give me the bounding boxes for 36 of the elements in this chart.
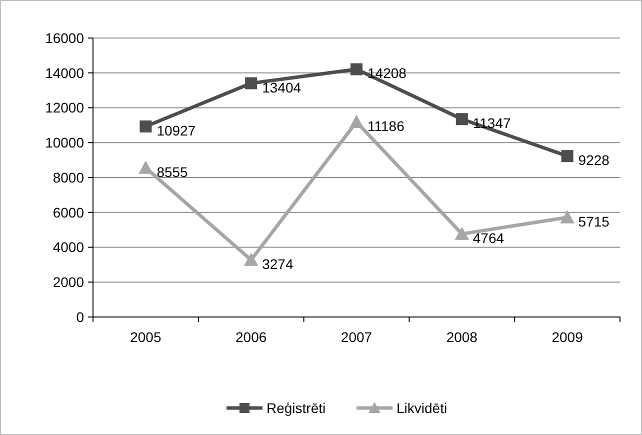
point bbox=[561, 150, 574, 162]
y-tick-label: 16000 bbox=[45, 30, 84, 46]
y-tick-label: 8000 bbox=[52, 169, 84, 186]
data-label: 9228 bbox=[578, 152, 610, 168]
data-label: 3274 bbox=[262, 256, 294, 272]
y-tick-label: 6000 bbox=[52, 204, 84, 220]
y-tick-label: 0 bbox=[76, 308, 84, 325]
point bbox=[350, 63, 362, 76]
y-tick-label: 2000 bbox=[52, 274, 84, 290]
point bbox=[456, 113, 468, 126]
x-tick-label: 2007 bbox=[340, 329, 372, 345]
point bbox=[349, 114, 364, 128]
point bbox=[140, 120, 152, 132]
x-tick-label: 2008 bbox=[446, 329, 478, 345]
data-label: 8555 bbox=[156, 164, 188, 180]
y-tick-label: 12000 bbox=[45, 100, 84, 116]
x-tick-label: 2006 bbox=[236, 329, 267, 345]
y-tick-label: 14000 bbox=[45, 64, 84, 81]
data-label: 11347 bbox=[472, 115, 512, 132]
point bbox=[138, 160, 153, 174]
x-tick-label: 2009 bbox=[552, 329, 584, 345]
y-tick-label: 4000 bbox=[52, 239, 84, 256]
y-tick-label: 10000 bbox=[45, 134, 84, 151]
point bbox=[245, 77, 258, 90]
legend-label: Reģistrēti bbox=[266, 400, 326, 416]
point bbox=[454, 226, 470, 240]
point bbox=[244, 252, 258, 266]
data-label: 5715 bbox=[578, 213, 610, 230]
x-tick-label: 2005 bbox=[130, 329, 162, 345]
data-label: 11186 bbox=[368, 118, 405, 134]
point bbox=[560, 210, 574, 224]
data-label: 4764 bbox=[472, 230, 504, 246]
data-label: 13404 bbox=[262, 79, 302, 96]
data-label: 14208 bbox=[368, 65, 407, 82]
legend-label: Likvidēti bbox=[396, 400, 448, 416]
data-label: 10927 bbox=[156, 122, 196, 138]
